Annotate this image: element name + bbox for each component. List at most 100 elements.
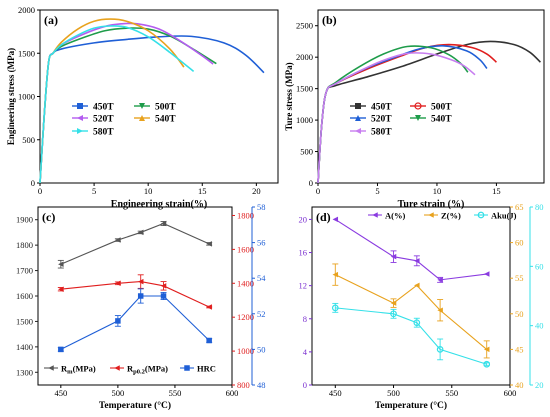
x-tick-label: 15 (492, 186, 501, 196)
x-tick-label: 20 (252, 186, 261, 196)
legend-item: 500T (134, 103, 176, 113)
series-line-HRC (60, 295, 210, 350)
y-tick-label: 2500 (296, 21, 313, 31)
y-tick-label: 4 (303, 347, 308, 357)
data-point (206, 337, 212, 344)
legend-label: 520T (371, 115, 392, 125)
y-tick-label: 52 (257, 309, 266, 319)
legend-item: Z(%) (424, 211, 461, 221)
x-tick-label: 5 (92, 186, 96, 196)
x-tick-label: 15 (198, 186, 207, 196)
series-line-450T (317, 40, 541, 184)
y-tick-label: 50 (257, 344, 266, 354)
data-point (332, 271, 339, 278)
legend-marker (415, 115, 421, 121)
data-point (206, 241, 212, 247)
panel-label: (a) (44, 13, 58, 27)
legend-label-part: R (127, 364, 134, 374)
panel-label: (b) (322, 13, 337, 27)
data-point (414, 282, 420, 289)
legend-label-part: (MPa) (73, 364, 96, 374)
y-tick-label: 500 (22, 135, 35, 145)
x-tick-label: 600 (504, 388, 517, 398)
panel-label: (d) (316, 210, 331, 224)
legend-marker (184, 365, 190, 371)
data-point (160, 283, 167, 289)
series-line-580T (39, 25, 195, 184)
legend-item: 540T (410, 115, 452, 125)
x-tick-label: 10 (144, 186, 153, 196)
data-point (332, 216, 339, 223)
data-point (206, 304, 212, 310)
data-point (137, 293, 144, 299)
data-point (160, 220, 167, 227)
series-line-Z(%) (335, 274, 488, 350)
legend-label: 520T (93, 115, 114, 125)
legend-item: Rp0.2(MPa) (110, 364, 168, 376)
y-tick-label: 2000 (18, 5, 35, 15)
panel-b: 0 5 10 15 0 500 1000 1500 2000 2500 (b) Ture strain… (284, 9, 545, 210)
legend-marker (77, 115, 83, 121)
legend-item: 520T (350, 115, 392, 125)
data-point (390, 310, 397, 318)
legend-marker (428, 212, 434, 218)
y-tick-label: 60 (535, 261, 544, 271)
legend-marker (477, 211, 485, 219)
y-tick-label: 55 (515, 273, 524, 283)
legend-marker (372, 212, 378, 218)
legend-item: Aku(J) (474, 211, 517, 221)
y-tick-label: 1600 (237, 244, 254, 254)
legend-label: 450T (371, 103, 392, 113)
x-tick-label: 550 (169, 388, 182, 398)
y-tick-label: 1300 (16, 367, 33, 377)
legend-label: Aku(J) (491, 211, 517, 221)
legend-label: 450T (93, 103, 114, 113)
y-axis-label: Ture stress (MPa) (284, 62, 294, 130)
legend-marker (355, 103, 361, 109)
legend-marker (355, 115, 361, 121)
legend-item: 580T (72, 128, 114, 138)
legend-item: HRC (180, 364, 216, 374)
data-point (115, 280, 121, 287)
y-tick-label: 0 (309, 178, 313, 188)
series-line-A(%) (334, 218, 487, 281)
y-tick-label: 16 (299, 248, 308, 258)
data-point (115, 237, 121, 243)
series-line-580T (317, 52, 476, 184)
legend-item: 450T (72, 103, 114, 113)
data-point (483, 346, 490, 353)
legend-label: Rm(MPa) (61, 364, 96, 376)
legend-marker (114, 365, 120, 371)
legend-label-part: HRC (197, 364, 216, 374)
legend-label: 580T (371, 128, 392, 138)
legend-item: Rm(MPa) (44, 364, 96, 376)
y-tick-label: 1000 (237, 346, 254, 356)
y-tick-label: 1900 (16, 215, 33, 225)
y-tick-label: 0 (31, 178, 35, 188)
legend-marker (414, 102, 422, 110)
legend-label: 540T (431, 115, 452, 125)
y-tick-label: 56 (257, 238, 266, 248)
y-tick-label: 800 (237, 380, 250, 390)
series-line-450T (39, 35, 265, 184)
x-tick-label: 550 (445, 388, 458, 398)
series-line-Aku(J) (335, 307, 487, 365)
y-tick-label: 2000 (296, 52, 313, 62)
y-tick-label: 65 (515, 202, 524, 212)
legend-label-part: R (61, 364, 68, 374)
legend-label-part: p0.2 (133, 369, 145, 376)
data-point (414, 258, 420, 264)
plot-frame (37, 206, 233, 386)
y-tick-label: 40 (535, 321, 544, 331)
legend-marker (77, 103, 83, 109)
legend-label: 500T (155, 103, 176, 113)
x-axis-label: Engineering strain(%) (111, 199, 207, 210)
data-point (58, 346, 64, 353)
legend-item: 450T (350, 103, 392, 113)
y-tick-label: 12 (299, 281, 308, 291)
y-tick-label: 60 (515, 238, 524, 248)
x-tick-label: 600 (226, 388, 239, 398)
y-tick-label: 45 (515, 344, 524, 354)
data-point (331, 304, 339, 312)
y-tick-label: 1400 (16, 342, 33, 352)
